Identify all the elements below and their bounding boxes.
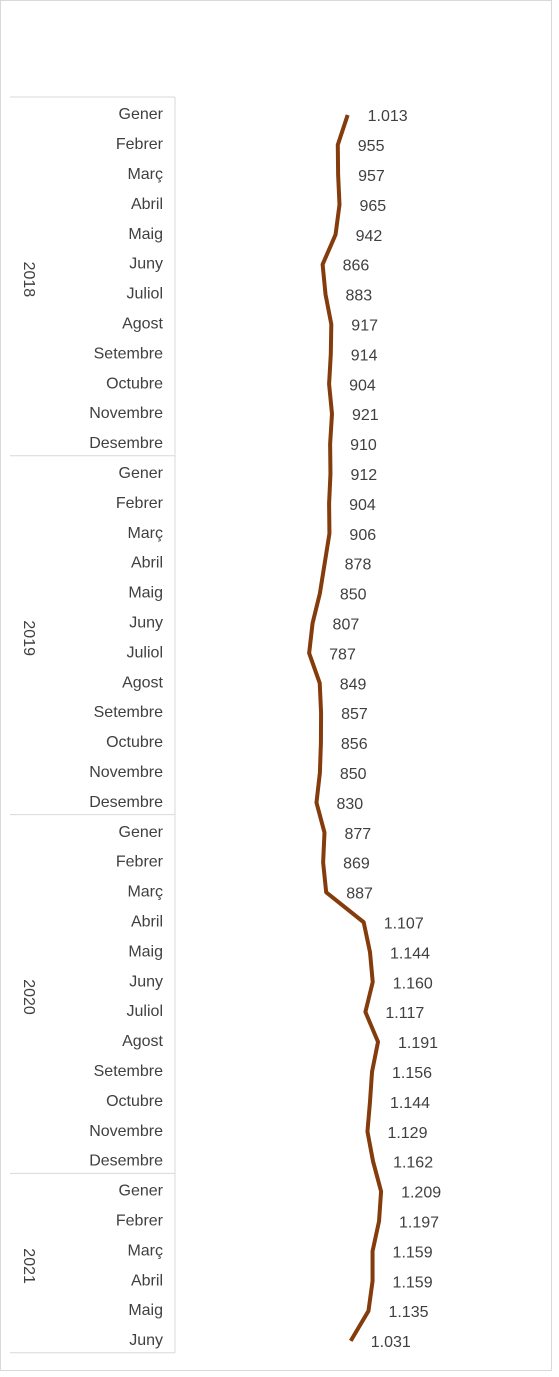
data-label: 1.031 xyxy=(371,1334,411,1351)
category-label: Febrer xyxy=(116,136,164,153)
category-label: Juny xyxy=(129,256,163,273)
data-label: 912 xyxy=(350,467,377,484)
category-label: Octubre xyxy=(106,1093,163,1110)
data-label: 904 xyxy=(349,377,376,394)
data-line xyxy=(307,114,384,1342)
data-label: 1.162 xyxy=(393,1155,433,1172)
data-label: 965 xyxy=(359,198,386,215)
data-label: 921 xyxy=(352,407,379,424)
group-label: 2021 xyxy=(20,1248,37,1284)
data-label: 910 xyxy=(350,437,377,454)
data-label: 856 xyxy=(341,736,368,753)
category-label: Desembre xyxy=(89,794,163,811)
category-label: Febrer xyxy=(116,854,164,871)
data-label: 869 xyxy=(343,856,370,873)
category-label: Maig xyxy=(128,585,163,602)
data-label: 887 xyxy=(346,886,373,903)
category-label: Desembre xyxy=(89,435,163,452)
data-label: 877 xyxy=(344,826,371,843)
data-label: 904 xyxy=(349,497,376,514)
category-label: Agost xyxy=(122,315,163,332)
data-label: 906 xyxy=(349,527,376,544)
category-label: Juny xyxy=(129,973,163,990)
data-label: 955 xyxy=(358,138,385,155)
category-label: Maig xyxy=(128,226,163,243)
group-label: 2018 xyxy=(20,262,37,298)
data-label: 1.144 xyxy=(390,1095,430,1112)
data-label: 1.159 xyxy=(393,1274,433,1291)
category-label: Febrer xyxy=(116,495,164,512)
category-label: Gener xyxy=(119,465,164,482)
category-label: Setembre xyxy=(94,1063,163,1080)
category-label: Març xyxy=(127,884,163,901)
data-label: 1.129 xyxy=(387,1125,427,1142)
data-label: 850 xyxy=(340,587,367,604)
data-label: 850 xyxy=(340,766,367,783)
data-label: 857 xyxy=(341,706,368,723)
data-label: 942 xyxy=(356,228,383,245)
category-label: Abril xyxy=(131,196,163,213)
data-label: 1.191 xyxy=(398,1035,438,1052)
data-label: 866 xyxy=(343,258,370,275)
category-label: Març xyxy=(127,525,163,542)
data-label: 917 xyxy=(351,317,378,334)
category-label: Octubre xyxy=(106,375,163,392)
category-label: Juliol xyxy=(127,286,163,303)
category-label: Novembre xyxy=(89,1123,163,1140)
data-label: 807 xyxy=(333,616,360,633)
data-label: 1.135 xyxy=(388,1304,428,1321)
category-label: Novembre xyxy=(89,405,163,422)
data-label: 1.144 xyxy=(390,945,430,962)
data-label: 1.159 xyxy=(393,1244,433,1261)
group-label: 2020 xyxy=(20,979,37,1015)
data-label: 1.013 xyxy=(368,108,408,125)
data-label: 787 xyxy=(329,646,356,663)
data-label: 1.117 xyxy=(385,1005,424,1022)
category-label: Juliol xyxy=(127,644,163,661)
category-label: Maig xyxy=(128,1302,163,1319)
category-label: Juliol xyxy=(127,1003,163,1020)
category-label: Abril xyxy=(131,555,163,572)
category-label: Agost xyxy=(122,674,163,691)
data-label: 878 xyxy=(345,557,372,574)
category-label: Setembre xyxy=(94,704,163,721)
category-label: Desembre xyxy=(89,1153,163,1170)
data-label: 957 xyxy=(358,168,385,185)
data-label: 1.160 xyxy=(393,975,433,992)
category-label: Maig xyxy=(128,943,163,960)
category-label: Gener xyxy=(119,1183,164,1200)
data-label: 1.156 xyxy=(392,1065,432,1082)
group-label: 2019 xyxy=(20,620,37,656)
data-label: 849 xyxy=(340,676,367,693)
category-label: Setembre xyxy=(94,345,163,362)
category-label: Juny xyxy=(129,1332,163,1349)
data-label: 1.197 xyxy=(399,1214,439,1231)
category-label: Març xyxy=(127,166,163,183)
category-label: Agost xyxy=(122,1033,163,1050)
category-label: Gener xyxy=(119,106,164,123)
category-label: Abril xyxy=(131,913,163,930)
data-label: 830 xyxy=(336,796,363,813)
data-label: 1.209 xyxy=(401,1185,441,1202)
category-label: Novembre xyxy=(89,764,163,781)
category-label: Juny xyxy=(129,614,163,631)
data-label: 883 xyxy=(346,288,373,305)
category-label: Abril xyxy=(131,1272,163,1289)
category-label: Febrer xyxy=(116,1212,164,1229)
category-label: Març xyxy=(127,1242,163,1259)
data-label: 914 xyxy=(351,347,378,364)
data-label: 1.107 xyxy=(384,915,424,932)
category-label: Octubre xyxy=(106,734,163,751)
category-label: Gener xyxy=(119,824,164,841)
